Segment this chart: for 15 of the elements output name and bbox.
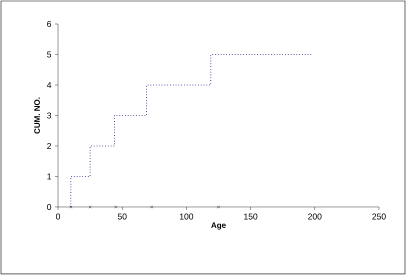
x-axis-title: Age [211, 222, 226, 230]
y-tick-label: 3 [47, 112, 52, 118]
y-axis-title: CUM. NO. [34, 98, 40, 134]
y-tick-label: 0 [47, 204, 52, 210]
x-tick-label: 200 [308, 214, 322, 220]
y-tick-label: 1 [47, 174, 52, 180]
y-tick-label: 4 [46, 82, 52, 88]
y-tick-label: 2 [47, 143, 52, 149]
x-tick-label: 150 [244, 214, 258, 220]
x-tick-label: 250 [372, 214, 386, 220]
y-tick-label: 5 [47, 52, 52, 58]
x-tick-label: 100 [180, 214, 194, 220]
x-tick-label: 0 [56, 214, 60, 220]
x-tick-label: 50 [118, 214, 127, 220]
y-tick-label: 6 [47, 20, 52, 27]
